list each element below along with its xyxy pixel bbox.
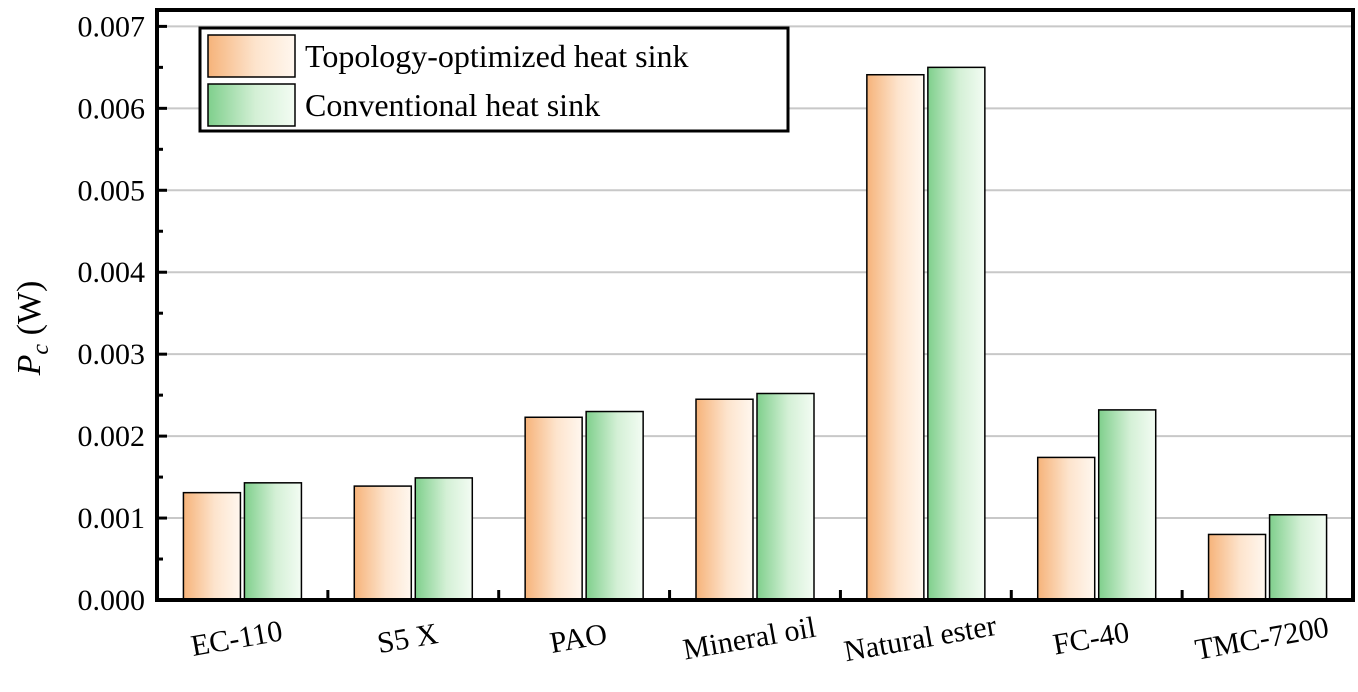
x-tick-label: PAO xyxy=(547,617,609,659)
legend: Topology-optimized heat sink Conventiona… xyxy=(198,26,790,133)
y-tick-label: 0.007 xyxy=(78,10,146,43)
bar-topology xyxy=(1036,456,1096,601)
y-tick-label: 0.002 xyxy=(78,420,146,453)
bar-topology xyxy=(695,398,754,601)
y-tick-label: 0.003 xyxy=(78,338,146,371)
legend-label-topology: Topology-optimized heat sink xyxy=(305,38,688,74)
bar-conventional xyxy=(1097,409,1157,601)
legend-swatch-conventional xyxy=(207,83,296,127)
x-tick-label: S5 X xyxy=(375,617,441,660)
x-tick-label: Mineral oil xyxy=(680,611,818,667)
bar-topology xyxy=(1207,533,1267,601)
bar-conventional xyxy=(927,66,986,601)
x-tick-label: EC-110 xyxy=(189,614,286,663)
x-tick-label: FC-40 xyxy=(1050,616,1131,662)
bar-topology xyxy=(866,73,925,601)
y-axis-label-symbol: P xyxy=(11,355,48,377)
bar-conventional xyxy=(756,392,815,601)
x-tick-label: Natural ester xyxy=(841,609,998,668)
legend-box xyxy=(198,26,790,133)
bar-conventional xyxy=(1268,514,1328,601)
bar-conventional xyxy=(414,477,474,601)
legend-label-conventional: Conventional heat sink xyxy=(305,87,600,123)
y-axis-label-unit: (W) xyxy=(11,281,48,344)
bar-topology xyxy=(353,485,413,601)
y-tick-label: 0.000 xyxy=(78,584,146,617)
bars xyxy=(182,66,1328,601)
y-tick-label: 0.001 xyxy=(78,502,146,535)
y-tick-label: 0.005 xyxy=(78,174,146,207)
legend-swatch-topology xyxy=(207,34,296,78)
plot-frame xyxy=(155,8,1355,602)
y-axis-label-subscript: c xyxy=(28,344,54,355)
y-axis-label: Pc (W) xyxy=(11,281,54,377)
bar-topology xyxy=(524,416,583,601)
y-tick-label: 0.006 xyxy=(78,92,146,125)
bar-conventional xyxy=(243,482,303,601)
axes xyxy=(155,8,1355,602)
bar-conventional xyxy=(585,410,644,601)
y-tick-label: 0.004 xyxy=(78,256,146,289)
bar-topology xyxy=(182,491,242,601)
x-tick-label: TMC-7200 xyxy=(1193,611,1332,667)
